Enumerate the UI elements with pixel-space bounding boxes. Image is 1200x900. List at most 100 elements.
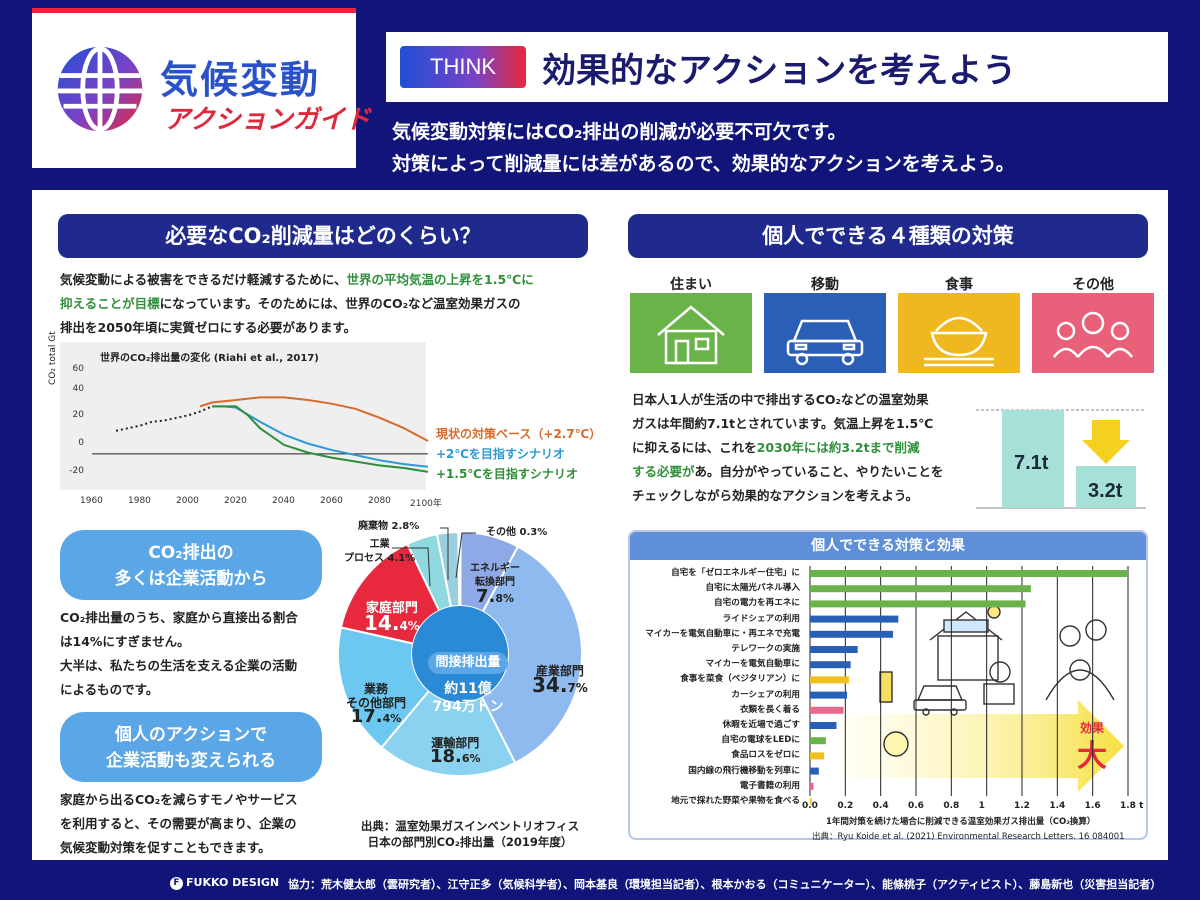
effect-bar [810,767,819,775]
y-tick: 0 [78,438,84,448]
para-text: 気候変動対策を促すこともできます。 [60,840,271,855]
rice-bowl-icon [924,316,994,367]
effect-x-label: 1年間対策を続けた場合に削減できる温室効果ガス排出量（CO₂換算） [826,817,1096,827]
x-tick: 2040 [272,496,295,506]
pill-corporate: CO₂排出の 多くは企業活動から [60,530,322,600]
pct-text: 34. [532,673,568,697]
effect-bar-label: 地元で採れた野菜や果物を食べる [671,796,800,806]
right-paragraph: 日本人1人が生活の中で排出するCO₂などの温室効果 ガスは年間約7.1tとされて… [632,388,943,508]
para-text: は14%にすぎません。 [60,634,190,649]
category-label-transport: 移動 [811,277,839,293]
effect-annotation-small: 効果 [1080,720,1104,735]
effect-bar-label: 食事を菜食（ベジタリアン）に [680,674,800,685]
effect-bar-label: 電子書籍の利用 [739,780,800,791]
pct-text: 14. [364,611,400,635]
x-tick: 2020 [224,496,247,506]
para-highlight: 抑えることが目標 [60,296,160,311]
effect-bar-label: 休暇を近場で過ごす [722,720,800,730]
effect-bar [810,646,858,653]
pct-text: 17. [350,706,383,727]
effect-bar-label: 自宅を「ゼロエネルギー住宅」に [671,568,800,578]
x-tick: 1980 [128,496,151,506]
effect-bar-label: ライドシェアの利用 [722,613,800,624]
value-line: 約11億 [444,681,492,697]
slice-1 [480,545,583,765]
effect-bar-label: 自宅の電球をLEDに [721,735,800,746]
x-tick: 2060 [320,496,343,506]
para-text: ガスは年間約7.1tとされています。気温上昇を1.5℃ [632,416,934,431]
para-text: を利用すると、その需要が高まり、企業の [60,816,297,831]
label-industrial-process: 工業 プロセス 4.1% [344,538,415,566]
effect-bar [810,570,1128,577]
effect-chart-title: 個人でできる対策と効果 [630,532,1146,560]
y-tick: -20 [69,466,84,476]
header-card: THINK 効果的なアクションを考えよう [386,32,1168,102]
label-household: 家庭部門 14.4% [364,602,420,635]
x-tick: 0.4 [872,801,889,811]
effect-source: 出典：Ryu Koide et al. (2021) Environmental… [812,832,1125,842]
pct-text: 7% [567,681,588,695]
para-highlight: 世界の平均気温の上昇を1.5℃に [346,272,534,287]
para-highlight: 2030年には約3.2tまで削減 [756,440,920,455]
effect-bar [810,676,849,684]
category-label-other: その他 [1072,277,1114,293]
label-energy: エネルギー 転換部門 7.8% [470,562,520,606]
para-text: に抑えるには、これを [632,440,757,455]
legend-2c: +2℃を目指すシナリオ [436,447,565,461]
pct-text: 6% [461,752,481,765]
left-section-title: 必要なCO₂削減量はどのくらい？ [58,214,588,258]
bar-target-emission [1076,466,1136,508]
logo-subtitle: アクションガイド [164,105,371,135]
label-line: 運輸部門 [431,736,480,750]
footer-brand: F FUKKO DESIGN [170,876,279,890]
intro-line: 気候変動対策にはCO₂排出の削減が必要不可欠です。 [392,121,847,143]
effect-arrow [842,700,1124,792]
effect-bar [810,706,844,714]
pct-text: 18. [430,746,462,767]
indirect-value: 約11億 794万トン [410,680,526,716]
bar-current-emission [1002,410,1064,508]
effect-bar [810,630,894,638]
category-transport [764,293,886,373]
logo-card: 気候変動 アクションガイド [32,8,371,168]
para-text: 大半は、私たちの生活を支える企業の活動 [60,658,298,673]
indirect-badge: 間接排出量 [428,652,508,674]
effect-bar [810,615,899,623]
series-line-3 [212,405,429,473]
car-icon [786,319,864,366]
legend-15c: +1.5℃を目指すシナリオ [436,467,578,481]
label-business: 業務 その他部門 17.4% [346,682,406,726]
label-line: 業務 [364,682,389,696]
logo-title: 気候変動 [160,58,321,102]
para-text: あ。自分がやっていること、やりたいことを [694,464,944,479]
effect-bar-label: 国内線の飛行機移動を列車に [688,765,800,776]
effect-bar-label: 自宅の電力を再エネに [714,598,800,609]
label-transport: 運輸部門 18.6% [430,736,481,766]
house-icon [657,305,725,365]
pct-text: 4% [399,619,420,633]
effect-bar [810,600,1026,608]
label-industry: 産業部門 34.7% [532,664,588,695]
footer-credits: 協力：荒木健太郎（雲研究者）、江守正多（気候科学者）、岡本基良（環境担当記者）、… [288,878,1162,891]
current-emission-value: 7.1t [1014,452,1049,474]
x-tick: 1960 [80,496,103,506]
label-line: 産業部門 [535,664,584,678]
x-tick: 1.2 [1014,801,1030,811]
emissions-chart-area [60,342,426,490]
people-icon [1053,311,1133,358]
intro-line: 対策によって削減量には差があるので、効果的なアクションを考えよう。 [392,153,1015,175]
para-text: 日本人1人が生活の中で排出するCO₂などの温室効果 [632,392,929,407]
y-tick: 20 [72,410,84,420]
intro-text: 気候変動対策にはCO₂排出の削減が必要不可欠です。 対策によって削減量には差があ… [392,116,1015,180]
label-line: その他部門 [346,696,407,710]
para-text: チェックしながら効果的なアクションを考えよう。 [632,488,919,503]
label-line: エネルギー [470,563,520,574]
pill-line: CO₂排出の [148,543,234,563]
para-text: になっています。そのためには、世界のCO₂など温室効果ガスの [159,296,521,311]
x-tick: 2000 [176,496,199,506]
brand-icon: F [170,876,183,890]
category-label-housing: 住まい [670,277,712,293]
effect-bar [810,782,814,790]
pill-line: 企業活動も変えられる [106,751,276,771]
